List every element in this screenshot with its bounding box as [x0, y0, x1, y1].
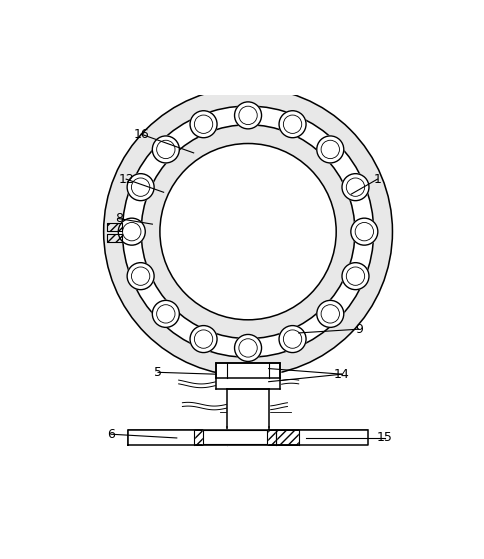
Bar	[216, 363, 227, 378]
Bar	[106, 234, 121, 242]
Text: 1: 1	[374, 173, 381, 186]
Circle shape	[152, 300, 180, 328]
Text: 6: 6	[107, 428, 115, 440]
Text: 14: 14	[334, 368, 350, 381]
Polygon shape	[141, 125, 355, 339]
Bar	[269, 363, 280, 378]
Polygon shape	[104, 87, 393, 376]
Bar	[276, 430, 299, 446]
Circle shape	[235, 334, 261, 362]
Text: 16: 16	[133, 127, 149, 141]
Circle shape	[190, 325, 217, 353]
Circle shape	[127, 263, 154, 290]
Bar	[106, 234, 121, 242]
Text: 5: 5	[154, 366, 162, 379]
Circle shape	[235, 102, 261, 129]
Circle shape	[127, 174, 154, 201]
Circle shape	[342, 174, 369, 201]
Circle shape	[279, 325, 306, 353]
Bar	[106, 222, 121, 231]
Text: 15: 15	[377, 432, 393, 444]
Circle shape	[351, 218, 378, 245]
Bar	[227, 430, 276, 446]
Text: 12: 12	[118, 173, 134, 186]
Circle shape	[279, 111, 306, 138]
Bar	[194, 430, 227, 446]
Text: 9: 9	[355, 323, 363, 336]
Circle shape	[190, 111, 217, 138]
Circle shape	[118, 218, 145, 245]
Circle shape	[317, 136, 344, 163]
Circle shape	[342, 263, 369, 290]
Circle shape	[152, 136, 180, 163]
Circle shape	[160, 144, 336, 320]
Bar	[106, 222, 121, 231]
Circle shape	[317, 300, 344, 328]
Text: 8: 8	[115, 212, 122, 225]
